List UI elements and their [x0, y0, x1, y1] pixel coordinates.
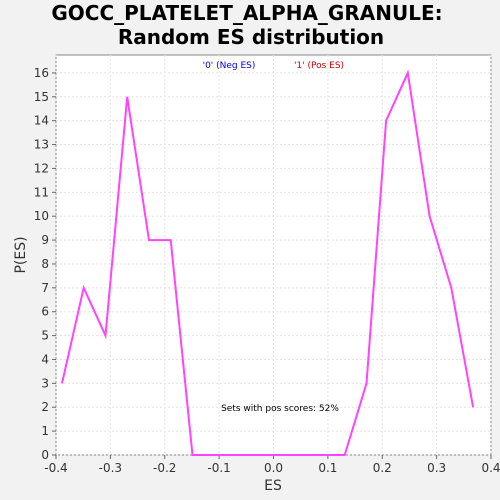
y-tick-label: 4	[41, 352, 49, 366]
y-tick-label: 1	[41, 424, 49, 438]
x-tick-label: 0.3	[427, 461, 446, 475]
y-tick-label: 15	[34, 90, 49, 104]
x-tick-label: -0.3	[99, 461, 122, 475]
y-tick-label: 16	[34, 66, 49, 80]
x-tick-label: -0.2	[153, 461, 176, 475]
x-tick-label: -0.1	[207, 461, 230, 475]
y-tick-label: 0	[41, 448, 49, 462]
grid	[55, 55, 492, 456]
chart-title-line1: GOCC_PLATELET_ALPHA_GRANULE:	[51, 1, 442, 25]
y-tick-label: 10	[34, 209, 49, 223]
y-tick-label: 9	[41, 233, 49, 247]
y-tick-label: 12	[34, 161, 49, 175]
series-layer	[61, 69, 475, 456]
chart-title-line2: Random ES distribution	[118, 25, 384, 49]
y-tick-label: 2	[41, 400, 49, 414]
x-tick-label: 0.2	[373, 461, 392, 475]
y-tick-label: 11	[34, 185, 49, 199]
y-tick-label: 8	[41, 257, 49, 271]
legend-neg-es: '0' (Neg ES)	[203, 61, 256, 71]
legend-pos-es: '1' (Pos ES)	[294, 61, 344, 71]
y-tick-label: 3	[41, 376, 49, 390]
x-tick-label: 0.0	[264, 461, 283, 475]
y-tick-label: 13	[34, 138, 49, 152]
x-axis-label: ES	[264, 478, 282, 494]
y-tick-label: 6	[41, 305, 49, 319]
x-tick-label: -0.4	[44, 461, 67, 475]
annotation-pos-scores: Sets with pos scores: 52%	[221, 404, 339, 414]
x-tick-label: 0.1	[318, 461, 337, 475]
y-axis-label: P(ES)	[13, 236, 29, 273]
x-axis: -0.4 -0.3 -0.2 -0.1 0.0 0.1 0.2 0.3 0.4	[44, 455, 500, 475]
y-tick-label: 5	[41, 329, 49, 343]
y-tick-label: 7	[41, 281, 49, 295]
series-line	[61, 69, 475, 456]
x-tick-label: 0.4	[481, 461, 500, 475]
y-tick-label: 14	[34, 114, 49, 128]
